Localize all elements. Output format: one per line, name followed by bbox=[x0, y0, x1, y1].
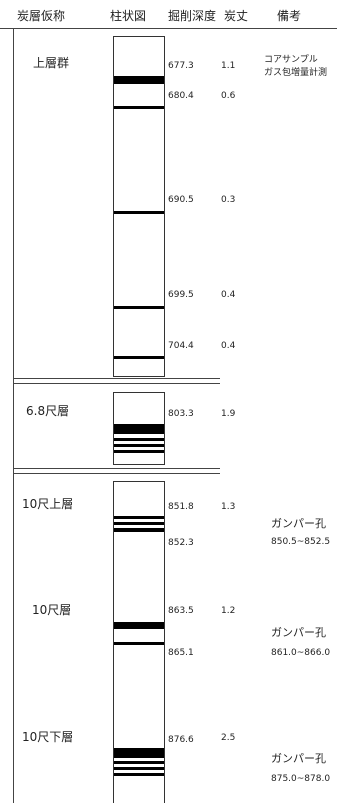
seam-name-10-shaku: 10尺層 bbox=[32, 603, 72, 617]
header-seam-name: 炭層仮称 bbox=[17, 9, 66, 23]
left-frame-line bbox=[13, 28, 14, 803]
thickness-value: 0.6 bbox=[221, 91, 236, 101]
remark-gas-measurement: ガス包増量計測 bbox=[264, 68, 328, 78]
depth-value: 699.5 bbox=[168, 290, 194, 300]
coal-band bbox=[114, 444, 164, 447]
section-divider bbox=[13, 473, 220, 474]
thickness-value: 1.2 bbox=[221, 606, 236, 616]
coal-band bbox=[114, 106, 164, 109]
remark-core-sample: コアサンプル bbox=[264, 55, 318, 65]
depth-value: 863.5 bbox=[168, 606, 194, 616]
header-divider bbox=[0, 28, 337, 29]
coal-band bbox=[114, 211, 164, 214]
depth-value: 876.6 bbox=[168, 735, 194, 745]
coal-band bbox=[114, 528, 164, 532]
section-divider bbox=[13, 468, 220, 469]
strat-column-upper-group bbox=[113, 36, 165, 377]
strat-column-10-shaku bbox=[113, 481, 165, 803]
seam-name-10-shaku-upper: 10尺上層 bbox=[22, 497, 74, 511]
thickness-value: 2.5 bbox=[221, 733, 236, 743]
coal-band bbox=[114, 622, 164, 629]
remark-gamma-range: 861.0~866.0 bbox=[271, 648, 331, 658]
coal-band bbox=[114, 438, 164, 441]
thickness-value: 0.4 bbox=[221, 290, 236, 300]
coal-band bbox=[114, 424, 164, 434]
depth-value: 690.5 bbox=[168, 195, 194, 205]
coal-band bbox=[114, 306, 164, 309]
depth-value: 865.1 bbox=[168, 648, 194, 658]
thickness-value: 1.3 bbox=[221, 502, 236, 512]
seam-name-10-shaku-lower: 10尺下層 bbox=[22, 730, 74, 744]
depth-value: 851.8 bbox=[168, 502, 194, 512]
header-remarks: 備考 bbox=[277, 9, 302, 23]
header-column: 柱状図 bbox=[110, 9, 147, 23]
coal-band bbox=[114, 748, 164, 758]
coal-band bbox=[114, 450, 164, 453]
depth-value: 803.3 bbox=[168, 409, 194, 419]
depth-value: 680.4 bbox=[168, 91, 194, 101]
coal-band bbox=[114, 76, 164, 84]
thickness-value: 0.4 bbox=[221, 341, 236, 351]
depth-value: 677.3 bbox=[168, 61, 194, 71]
coal-band bbox=[114, 767, 164, 770]
remark-gamma-range: 850.5~852.5 bbox=[271, 537, 331, 547]
coal-band bbox=[114, 773, 164, 776]
seam-name-6-8-shaku: 6.8尺層 bbox=[26, 404, 70, 418]
header-depth: 掘削深度 bbox=[168, 9, 217, 23]
thickness-value: 1.9 bbox=[221, 409, 236, 419]
header-thickness: 炭丈 bbox=[224, 9, 249, 23]
depth-value: 852.3 bbox=[168, 538, 194, 548]
coal-band bbox=[114, 522, 164, 525]
coal-band bbox=[114, 761, 164, 764]
seam-name-upper-group: 上層群 bbox=[33, 56, 70, 70]
coal-band bbox=[114, 356, 164, 359]
coal-band bbox=[114, 642, 164, 645]
remark-gamma-range: 875.0~878.0 bbox=[271, 774, 331, 784]
section-divider bbox=[13, 383, 220, 384]
remark-gamma-hole: ガンパー孔 bbox=[271, 752, 326, 765]
thickness-value: 0.3 bbox=[221, 195, 236, 205]
strat-column-6-8-shaku bbox=[113, 392, 165, 465]
coal-band bbox=[114, 516, 164, 519]
remark-gamma-hole: ガンパー孔 bbox=[271, 517, 326, 530]
remark-gamma-hole: ガンパー孔 bbox=[271, 626, 326, 639]
section-divider bbox=[13, 378, 220, 379]
depth-value: 704.4 bbox=[168, 341, 194, 351]
thickness-value: 1.1 bbox=[221, 61, 236, 71]
